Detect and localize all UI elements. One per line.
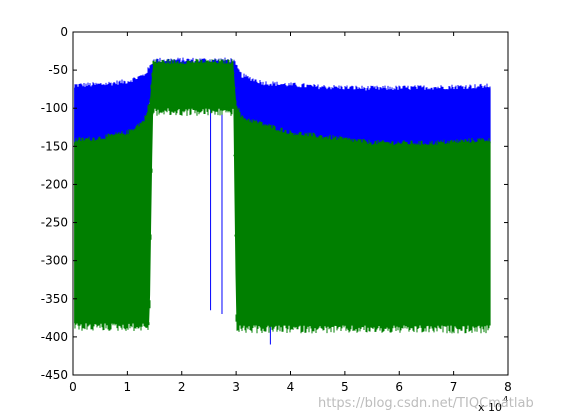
y-tick-label: -50 <box>48 63 68 77</box>
watermark-text: https://blog.csdn.net/TIQCmatlab <box>318 396 534 411</box>
y-tick-label: -200 <box>41 177 68 191</box>
x-tick-label: 2 <box>178 380 186 394</box>
y-tick-label: -300 <box>41 254 68 268</box>
x-tick-label: 5 <box>341 380 349 394</box>
x-tick-label: 4 <box>287 380 295 394</box>
series-2-noise <box>74 59 491 334</box>
x-exponent-label: x 10 <box>478 401 502 414</box>
tick-layer: 0 1 2 3 4 5 6 7 8 0 -50 -100 -150 -200 -250 -300 -350 -40… <box>41 25 512 394</box>
x-tick-label: 6 <box>395 380 403 394</box>
y-tick-label: 0 <box>60 25 68 39</box>
plot-layer <box>74 57 491 345</box>
x-tick-label: 8 <box>504 380 512 394</box>
x-tick-label: 1 <box>124 380 132 394</box>
series-2-fill <box>74 64 491 326</box>
y-tick-label: -350 <box>41 292 68 306</box>
x-tick-label: 0 <box>69 380 77 394</box>
series-2 <box>74 59 491 334</box>
y-tick-label: -100 <box>41 101 68 115</box>
y-tick-label: -450 <box>41 368 68 382</box>
y-tick-label: -150 <box>41 139 68 153</box>
x-tick-label: 3 <box>232 380 240 394</box>
x-exponent-power: 4 <box>503 395 508 404</box>
y-tick-label: -250 <box>41 216 68 230</box>
y-tick-label: -400 <box>41 330 68 344</box>
x-tick-label: 7 <box>450 380 458 394</box>
